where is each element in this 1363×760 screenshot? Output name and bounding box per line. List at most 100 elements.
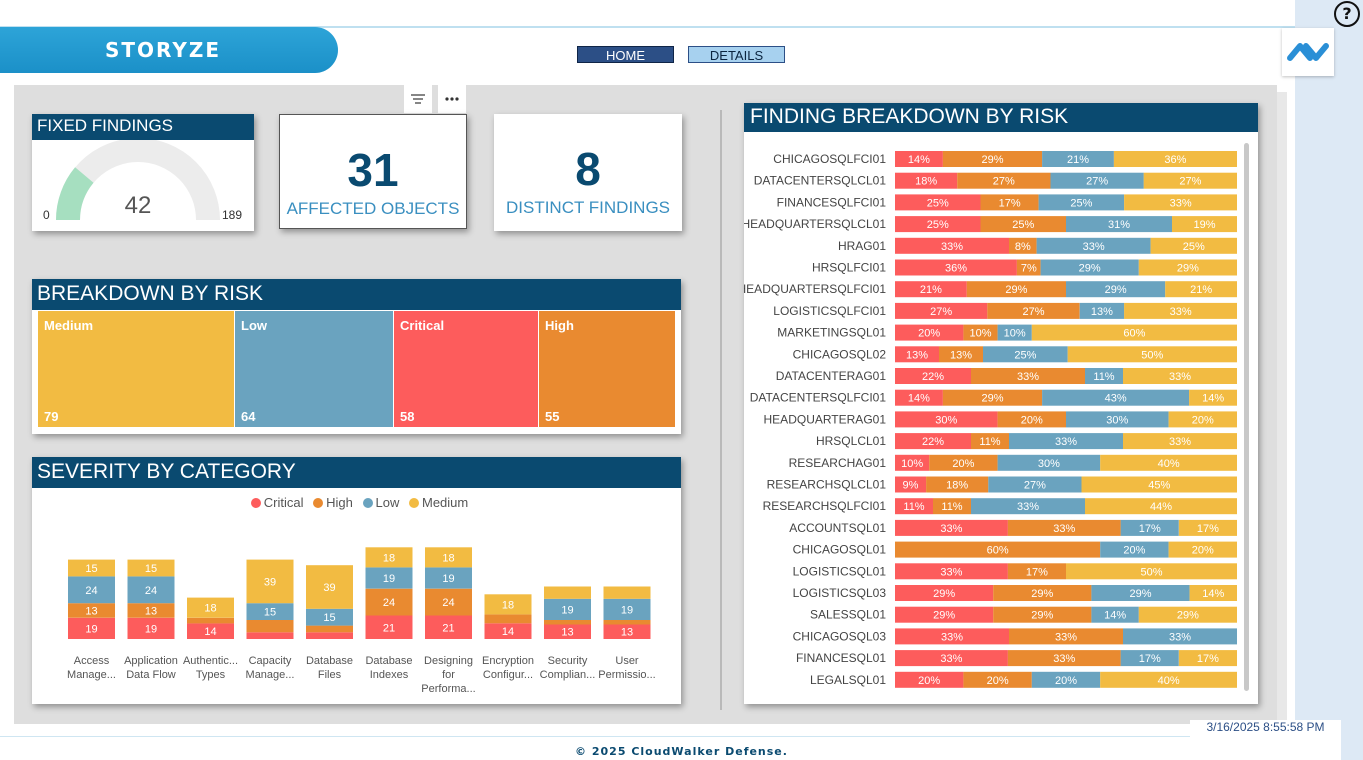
bar-segment-high[interactable]: [993, 585, 1092, 601]
bar-segment-high[interactable]: [895, 541, 1101, 558]
column-segment-critical[interactable]: [544, 624, 591, 640]
bar-segment-critical[interactable]: [895, 498, 933, 515]
column-segment-medium[interactable]: [187, 597, 234, 618]
bar-segment-low[interactable]: [1120, 650, 1179, 667]
column-segment-critical[interactable]: [484, 623, 532, 639]
bar-segment-medium[interactable]: [1031, 324, 1237, 341]
column-segment-high[interactable]: [68, 603, 115, 618]
chart-scrollbar[interactable]: [1244, 143, 1249, 691]
bar-segment-medium[interactable]: [1138, 606, 1237, 623]
bar-segment-medium[interactable]: [1123, 433, 1237, 450]
bar-segment-critical[interactable]: [895, 346, 939, 363]
column-segment-medium[interactable]: [68, 559, 115, 577]
bar-segment-low[interactable]: [1100, 541, 1169, 558]
column-segment-critical[interactable]: [365, 615, 413, 640]
bar-segment-low[interactable]: [971, 498, 1085, 515]
bar-segment-high[interactable]: [971, 368, 1085, 384]
bar-segment-critical[interactable]: [895, 433, 971, 450]
bar-segment-low[interactable]: [1050, 172, 1144, 189]
column-segment-medium[interactable]: [484, 594, 532, 615]
column-segment-low[interactable]: [365, 567, 413, 589]
column-segment-low[interactable]: [127, 576, 175, 604]
bar-segment-critical[interactable]: [895, 454, 930, 471]
bar-segment-high[interactable]: [942, 151, 1043, 167]
column-segment-high[interactable]: [246, 620, 294, 633]
bar-segment-critical[interactable]: [895, 389, 943, 406]
bar-segment-critical[interactable]: [895, 302, 988, 319]
bar-segment-medium[interactable]: [1189, 585, 1237, 601]
bar-segment-high[interactable]: [971, 433, 1009, 450]
bar-segment-low[interactable]: [1038, 194, 1125, 211]
bar-segment-high[interactable]: [1016, 259, 1041, 276]
bar-segment-critical[interactable]: [895, 519, 1008, 536]
column-segment-medium[interactable]: [365, 547, 413, 568]
column-segment-critical[interactable]: [603, 624, 651, 640]
bar-segment-critical[interactable]: [895, 650, 1008, 667]
bar-segment-high[interactable]: [933, 498, 971, 515]
bar-segment-high[interactable]: [1007, 519, 1121, 536]
bar-segment-medium[interactable]: [1178, 650, 1237, 667]
column-segment-medium[interactable]: [425, 547, 472, 568]
bar-segment-high[interactable]: [929, 454, 998, 471]
column-segment-high[interactable]: [365, 588, 413, 616]
bar-segment-high[interactable]: [926, 476, 989, 493]
bar-segment-high[interactable]: [1007, 563, 1066, 580]
bar-segment-high[interactable]: [942, 389, 1043, 406]
bar-segment-low[interactable]: [997, 454, 1101, 471]
bar-segment-low[interactable]: [1066, 216, 1172, 233]
bar-segment-medium[interactable]: [1067, 346, 1237, 363]
details-button[interactable]: DETAILS: [688, 46, 785, 63]
column-segment-low[interactable]: [306, 608, 353, 626]
bar-segment-high[interactable]: [1009, 628, 1123, 645]
bar-segment-medium[interactable]: [1113, 151, 1237, 167]
bar-segment-critical[interactable]: [895, 563, 1008, 580]
bar-segment-medium[interactable]: [1124, 194, 1237, 211]
column-segment-medium[interactable]: [544, 586, 591, 599]
bar-segment-high[interactable]: [987, 302, 1080, 319]
bar-segment-high[interactable]: [966, 281, 1066, 298]
column-segment-critical[interactable]: [306, 632, 353, 639]
bar-segment-critical[interactable]: [895, 671, 964, 688]
bar-segment-low[interactable]: [1120, 519, 1179, 536]
column-segment-low[interactable]: [425, 567, 472, 589]
bar-segment-high[interactable]: [997, 411, 1066, 428]
bar-segment-low[interactable]: [1066, 411, 1169, 428]
bar-segment-critical[interactable]: [895, 585, 994, 601]
column-segment-low[interactable]: [246, 603, 294, 620]
bar-segment-low[interactable]: [997, 324, 1032, 341]
column-segment-high[interactable]: [127, 603, 175, 618]
affected-objects-card[interactable]: 31 AFFECTED OBJECTS: [279, 114, 467, 229]
bar-segment-medium[interactable]: [1168, 541, 1237, 558]
treemap-tile-critical[interactable]: Critical 58: [394, 311, 538, 427]
treemap-tile-low[interactable]: Low 64: [235, 311, 393, 427]
bar-segment-high[interactable]: [1009, 237, 1037, 254]
bar-segment-medium[interactable]: [1100, 454, 1237, 471]
column-segment-high[interactable]: [306, 625, 353, 633]
bar-segment-critical[interactable]: [895, 324, 964, 341]
bar-segment-medium[interactable]: [1178, 519, 1237, 536]
column-segment-critical[interactable]: [187, 623, 234, 639]
bar-segment-high[interactable]: [963, 324, 998, 341]
bar-segment-high[interactable]: [963, 671, 1032, 688]
column-segment-low[interactable]: [603, 598, 651, 620]
bar-segment-low[interactable]: [1031, 671, 1101, 688]
more-options-icon[interactable]: [438, 85, 466, 113]
bar-segment-medium[interactable]: [1138, 259, 1237, 276]
column-segment-critical[interactable]: [68, 617, 115, 639]
bar-segment-low[interactable]: [1091, 585, 1190, 601]
fixed-findings-card[interactable]: FIXED FINDINGS 42 0 189: [32, 114, 254, 231]
help-icon[interactable]: ?: [1334, 1, 1360, 27]
bar-segment-critical[interactable]: [895, 606, 994, 623]
column-segment-low[interactable]: [68, 576, 115, 604]
bar-segment-critical[interactable]: [895, 172, 958, 189]
bar-segment-low[interactable]: [1036, 237, 1151, 254]
bar-segment-critical[interactable]: [895, 216, 981, 233]
bar-segment-medium[interactable]: [1172, 216, 1237, 233]
bar-segment-critical[interactable]: [895, 281, 967, 298]
finding-breakdown-card[interactable]: FINDING BREAKDOWN BY RISK CHICAGOSQLFCI0…: [744, 103, 1258, 704]
bar-segment-medium[interactable]: [1143, 172, 1237, 189]
column-segment-medium[interactable]: [603, 586, 651, 599]
bar-segment-medium[interactable]: [1150, 237, 1237, 254]
column-segment-high[interactable]: [187, 617, 234, 624]
bar-segment-critical[interactable]: [895, 151, 943, 167]
